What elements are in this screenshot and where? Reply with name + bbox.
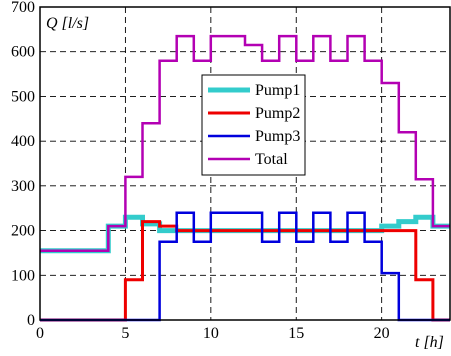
x-tick-label: 15 (288, 325, 304, 342)
y-tick-label: 200 (11, 223, 35, 240)
legend-label-pump1: Pump1 (255, 82, 300, 99)
y-tick-label: 400 (11, 133, 35, 150)
x-tick-label: 0 (36, 325, 44, 342)
y-tick-label: 300 (11, 178, 35, 195)
y-tick-label: 100 (11, 267, 35, 284)
legend-label-pump3: Pump3 (255, 128, 300, 145)
y-axis-label: Q [l/s] (46, 15, 89, 32)
series-line-pump3 (40, 211, 450, 322)
series-line-total (40, 34, 450, 252)
y-tick-label: 700 (11, 0, 35, 16)
legend-label-total: Total (255, 151, 288, 168)
series-group (40, 34, 450, 322)
x-tick-label: 5 (121, 325, 129, 342)
x-axis-label: t [h] (415, 334, 444, 351)
y-tick-label: 600 (11, 44, 35, 61)
y-tick-label: 0 (27, 312, 35, 329)
x-tick-label: 20 (374, 325, 390, 342)
legend-label-pump2: Pump2 (255, 105, 300, 122)
legend: Pump1 Pump2 Pump3 Total (201, 74, 306, 176)
plot-frame (39, 6, 451, 321)
y-tick-label: 500 (11, 88, 35, 105)
x-tick-label: 10 (203, 325, 219, 342)
